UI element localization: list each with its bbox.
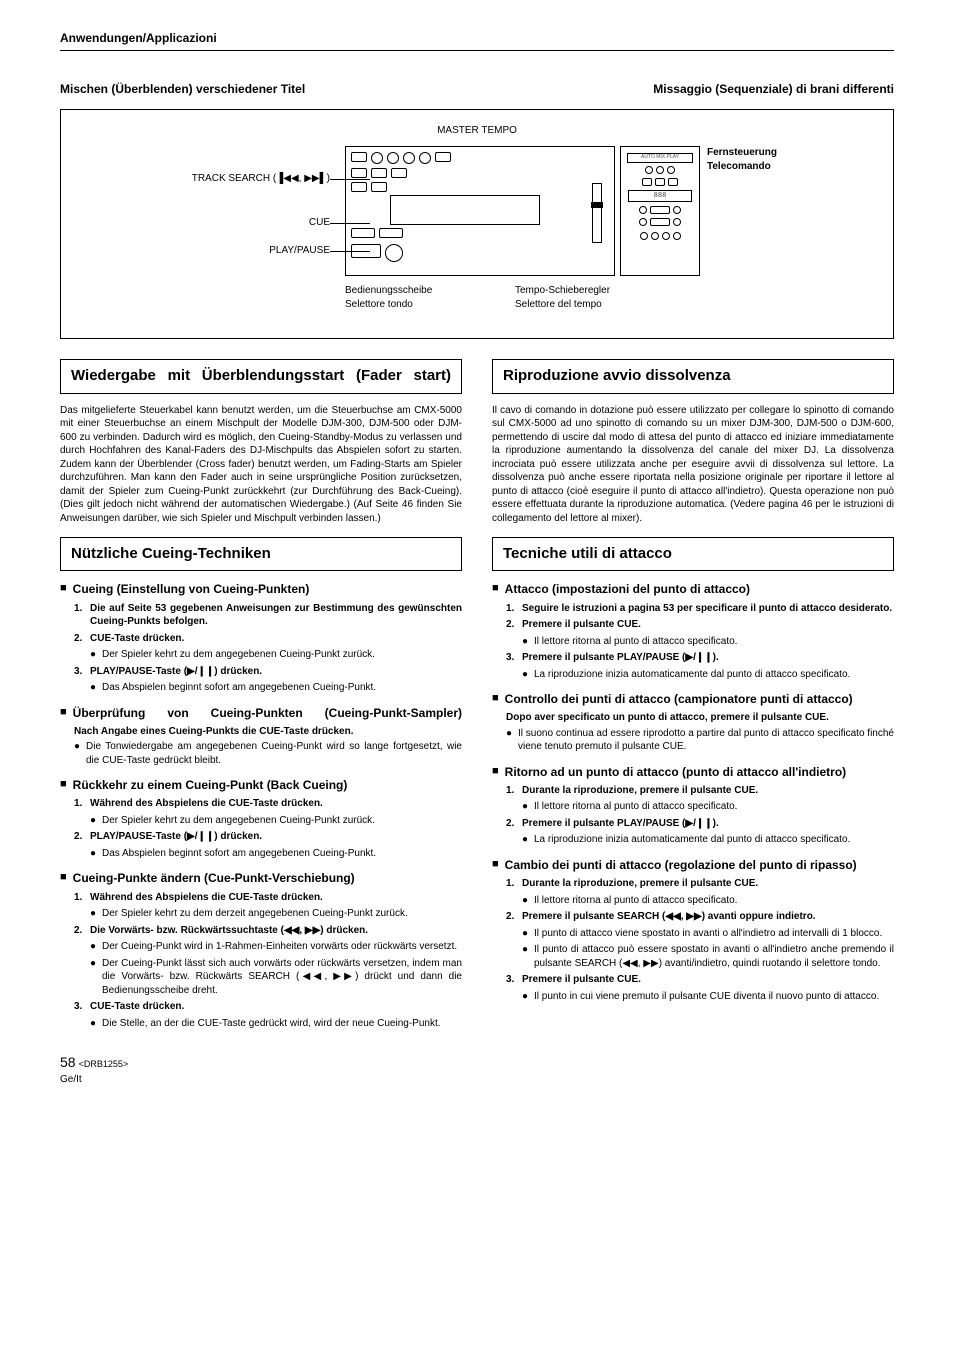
step-3-1: Während des Abspielens die CUE-Taste drü…: [90, 797, 462, 811]
bullet-1-3: Das Abspielen beginnt sofort am angegebe…: [102, 681, 462, 695]
r-step-4-1: Durante la riproduzione, premere il puls…: [522, 877, 894, 891]
section-cueing: Nützliche Cueing-Techniken: [60, 537, 462, 571]
doc-ref: <DRB1255>: [79, 1059, 129, 1069]
step-4-1: Während des Abspielens die CUE-Taste drü…: [90, 891, 462, 905]
step-1-2: CUE-Taste drücken.: [90, 632, 462, 646]
section-attacco: Tecniche utili di attacco: [492, 537, 894, 571]
r-step-1-2: Premere il pulsante CUE.: [522, 618, 894, 632]
mix-title-right: Missaggio (Sequenziale) di brani differe…: [653, 81, 894, 97]
step-4-3: CUE-Taste drücken.: [90, 1000, 462, 1014]
left-column: Wiedergabe mit Überblendungsstart (Fader…: [60, 359, 462, 1033]
r-bullet-3-2: La riproduzione inizia automaticamente d…: [534, 833, 894, 847]
bullet-4-2a: Der Cueing-Punkt wird in 1-Rahmen-Einhei…: [102, 940, 462, 954]
right-column: Riproduzione avvio dissolvenza Il cavo d…: [492, 359, 894, 1033]
r-step-1-1: Seguire le istruzioni a pagina 53 per sp…: [522, 602, 894, 616]
dissolvenza-heading: Riproduzione avvio dissolvenza: [503, 366, 883, 386]
r-bullet-4-1: Il lettore ritorna al punto di attacco s…: [534, 894, 894, 908]
bullet-4-2b: Der Cueing-Punkt lässt sich auch vorwärt…: [102, 957, 462, 998]
bullet-3-2: Das Abspielen beginnt sofort am angegebe…: [102, 847, 462, 861]
sub-sampler: ■Überprüfung von Cueing-Punkten (Cueing-…: [60, 705, 462, 721]
sub-cueing-einstellung: ■Cueing (Einstellung von Cueing-Punkten): [60, 581, 462, 597]
r-step-3-2: Premere il pulsante PLAY/PAUSE (▶/❙❙).: [522, 817, 894, 831]
mix-title-row: Mischen (Überblenden) verschiedener Tite…: [60, 81, 894, 97]
track-search-label: TRACK SEARCH (▐◀◀, ▶▶▌): [170, 172, 330, 186]
footer: 58 <DRB1255> Ge/It: [60, 1053, 894, 1087]
selettore-tempo-label: Selettore del tempo: [515, 298, 655, 312]
bedienungsscheibe-label: Bedienungsscheibe: [345, 284, 485, 298]
remote-label-2: Telecomando: [707, 160, 777, 174]
r-step-4-2: Premere il pulsante SEARCH (◀◀, ▶▶) avan…: [522, 910, 894, 924]
fader-start-heading: Wiedergabe mit Überblendungsstart (Fader…: [71, 366, 451, 386]
sub-controllo: ■Controllo dei punti di attacco (campion…: [492, 691, 894, 707]
lang-code: Ge/It: [60, 1074, 82, 1085]
attacco-heading: Tecniche utili di attacco: [503, 544, 883, 564]
r-step-1-3: Premere il pulsante PLAY/PAUSE (▶/❙❙).: [522, 651, 894, 665]
sub-attacco-imp: ■Attacco (impostazioni del punto di atta…: [492, 581, 894, 597]
r-step-4-3: Premere il pulsante CUE.: [522, 973, 894, 987]
remote-label-1: Fernsteuerung: [707, 146, 777, 160]
sub-back-cueing: ■Rückkehr zu einem Cueing-Punkt (Back Cu…: [60, 777, 462, 793]
selettore-tondo-label: Selettore tondo: [345, 298, 485, 312]
r-step-3-1: Durante la riproduzione, premere il puls…: [522, 784, 894, 798]
step-1-1: Die auf Seite 53 gegebenen Anweisungen z…: [90, 602, 462, 629]
bullet-3-1: Der Spieler kehrt zu dem angegebenen Cue…: [102, 814, 462, 828]
section-dissolvenza: Riproduzione avvio dissolvenza: [492, 359, 894, 393]
step-4-2: Die Vorwärts- bzw. Rückwärtssuchtaste (◀…: [90, 924, 462, 938]
r-bullet-4-2a: Il punto di attacco viene spostato in av…: [534, 927, 894, 941]
bullet-4-1: Der Spieler kehrt zu dem derzeit angegeb…: [102, 907, 462, 921]
cueing-heading: Nützliche Cueing-Techniken: [71, 544, 451, 564]
bullet-4-3: Die Stelle, an der die CUE-Taste gedrück…: [102, 1017, 462, 1031]
r-bullet-4-2b: Il punto di attacco può essere spostato …: [534, 943, 894, 970]
bullet-1-2: Der Spieler kehrt zu dem angegebenen Cue…: [102, 648, 462, 662]
step-3-2: PLAY/PAUSE-Taste (▶/❙❙) drücken.: [90, 830, 462, 844]
remote-label: Fernsteuerung Telecomando: [707, 146, 777, 173]
panel-illustration: [345, 146, 615, 276]
diagram-box: MASTER TEMPO AUTO MIX PLAY 888: [60, 109, 894, 339]
sub-cue-shift: ■Cueing-Punkte ändern (Cue-Punkt-Verschi…: [60, 870, 462, 886]
page-header: Anwendungen/Applicazioni: [60, 30, 894, 51]
sub-ritorno: ■Ritorno ad un punto di attacco (punto d…: [492, 764, 894, 780]
page-number: 58: [60, 1054, 76, 1070]
mix-title-left: Mischen (Überblenden) verschiedener Tite…: [60, 81, 305, 97]
cue-label: CUE: [170, 216, 330, 230]
section-fader-start: Wiedergabe mit Überblendungsstart (Fader…: [60, 359, 462, 393]
r-bullet-1-2: Il lettore ritorna al punto di attacco s…: [534, 635, 894, 649]
r-bullet-4-3: Il punto in cui viene premuto il pulsant…: [534, 990, 894, 1004]
dissolvenza-text: Il cavo di comando in dotazione può esse…: [492, 404, 894, 526]
play-pause-label: PLAY/PAUSE: [170, 244, 330, 258]
fader-start-text: Das mitgelieferte Steuerkabel kann benut…: [60, 404, 462, 526]
sub-cambio: ■Cambio dei punti di attacco (regolazion…: [492, 857, 894, 873]
step-1-3: PLAY/PAUSE-Taste (▶/❙❙) drücken.: [90, 665, 462, 679]
r-bullet-controllo: Il suono continua ad essere riprodotto a…: [518, 727, 894, 754]
remote-illustration: AUTO MIX PLAY 888: [620, 146, 700, 276]
r-bullet-3-1: Il lettore ritorna al punto di attacco s…: [534, 800, 894, 814]
bottom-labels: Bedienungsscheibe Selettore tondo Tempo-…: [345, 284, 655, 311]
tempo-regler-label: Tempo-Schieberegler: [515, 284, 655, 298]
master-tempo-label: MASTER TEMPO: [437, 124, 517, 138]
r-bullet-1-3: La riproduzione inizia automaticamente d…: [534, 668, 894, 682]
bullet-sampler: Die Tonwiedergabe am angegebenen Cueing-…: [86, 740, 462, 767]
r-controllo-sub: Dopo aver specificato un punto di attacc…: [506, 711, 894, 725]
sampler-sub: Nach Angabe eines Cueing-Punkts die CUE-…: [74, 725, 462, 739]
